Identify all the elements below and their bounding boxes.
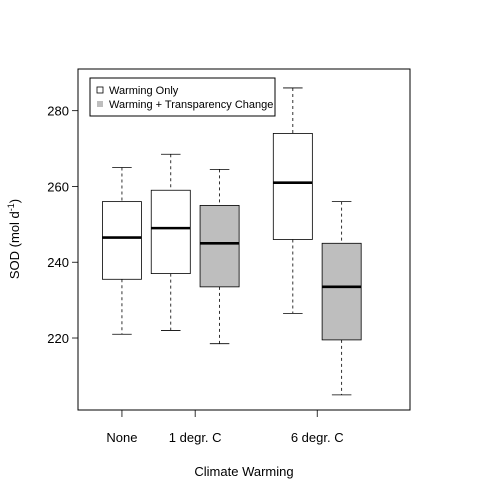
y-tick-label-220: 220 bbox=[47, 331, 69, 346]
y-tick-label-240: 240 bbox=[47, 255, 69, 270]
legend: Warming Only Warming + Transparency Chan… bbox=[89, 77, 276, 117]
box-5 bbox=[321, 201, 362, 396]
y-axis-label-superscript: -1 bbox=[6, 203, 16, 211]
x-axis-label: Climate Warming bbox=[194, 464, 293, 479]
box-1 bbox=[102, 167, 142, 335]
box-iqr bbox=[321, 242, 362, 341]
legend-swatch-warming-only bbox=[96, 86, 104, 94]
y-tick-label-280: 280 bbox=[47, 104, 69, 119]
box-iqr bbox=[150, 189, 191, 274]
box-2 bbox=[150, 153, 191, 331]
boxes-group bbox=[102, 87, 362, 396]
box-iqr bbox=[102, 201, 142, 280]
box-4 bbox=[272, 87, 313, 314]
box-iqr bbox=[199, 204, 240, 288]
plot-frame bbox=[77, 68, 411, 411]
y-axis-label: SOD (mol d-1) bbox=[6, 199, 22, 279]
legend-label-transparency: Warming + Transparency Change bbox=[109, 99, 273, 111]
x-tick-label-1: None bbox=[106, 430, 137, 445]
x-axis: None 1 degr. C 6 degr. C bbox=[106, 410, 344, 445]
x-tick-label-2: 1 degr. C bbox=[169, 430, 222, 445]
y-tick-label-260: 260 bbox=[47, 179, 69, 194]
legend-label-warming-only: Warming Only bbox=[109, 85, 179, 97]
legend-frame bbox=[89, 77, 276, 117]
x-tick-label-3: 6 degr. C bbox=[291, 430, 344, 445]
legend-swatch-transparency bbox=[97, 101, 103, 107]
box-iqr bbox=[272, 133, 313, 240]
y-axis: 220 240 260 280 bbox=[47, 104, 78, 346]
y-axis-label-main: SOD (mol d bbox=[7, 211, 22, 279]
box-3 bbox=[199, 169, 240, 345]
y-axis-label-end: ) bbox=[7, 199, 22, 203]
